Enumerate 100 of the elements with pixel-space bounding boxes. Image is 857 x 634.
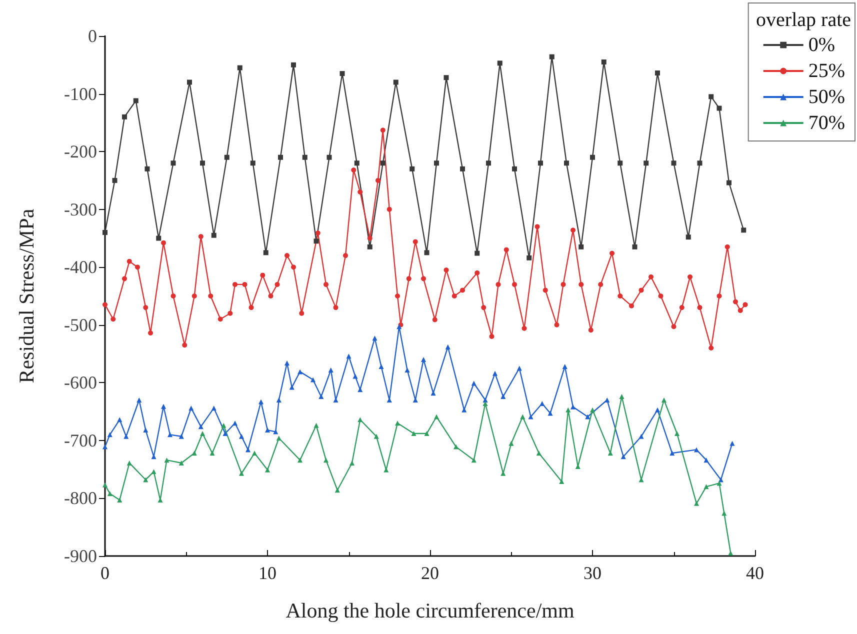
point xyxy=(367,244,372,250)
point xyxy=(192,450,197,456)
point xyxy=(170,160,176,166)
point xyxy=(276,436,282,441)
point xyxy=(520,414,526,420)
point xyxy=(126,460,132,466)
point xyxy=(566,407,571,412)
x-tick-label: 40 xyxy=(746,563,764,583)
point xyxy=(538,160,543,166)
point xyxy=(237,65,242,70)
point xyxy=(590,154,595,160)
point xyxy=(102,230,108,235)
point xyxy=(265,467,270,472)
point xyxy=(314,238,319,244)
point xyxy=(526,255,532,260)
point xyxy=(143,477,148,482)
point xyxy=(482,400,488,406)
point xyxy=(454,444,458,450)
point xyxy=(671,160,676,166)
point xyxy=(486,160,491,166)
x-tick-label: 20 xyxy=(421,563,439,583)
point xyxy=(564,160,569,166)
point xyxy=(278,154,283,160)
point xyxy=(508,440,514,446)
point xyxy=(722,510,727,516)
point xyxy=(601,60,606,64)
point xyxy=(697,160,702,166)
point xyxy=(374,434,379,439)
point xyxy=(686,234,691,240)
y-tick-label: -100 xyxy=(64,84,97,104)
point xyxy=(434,160,439,166)
point xyxy=(662,398,666,402)
y-tick-label: -300 xyxy=(64,199,97,220)
point xyxy=(314,422,319,428)
point xyxy=(380,160,386,166)
point xyxy=(434,414,439,420)
point xyxy=(618,160,623,166)
point xyxy=(200,160,205,166)
point xyxy=(741,228,746,233)
point xyxy=(424,250,430,256)
point xyxy=(608,450,613,456)
point xyxy=(326,154,332,160)
point xyxy=(549,54,554,60)
point xyxy=(674,431,680,436)
point xyxy=(644,160,649,166)
point xyxy=(340,71,345,76)
x-tick-label: 0 xyxy=(100,563,110,583)
point xyxy=(302,154,308,160)
point xyxy=(354,160,360,166)
point xyxy=(164,458,170,463)
point xyxy=(350,460,354,466)
point xyxy=(133,98,138,104)
point xyxy=(334,488,340,493)
point xyxy=(291,62,296,68)
point xyxy=(210,450,215,456)
legend-title: overlap rate xyxy=(756,9,852,31)
point xyxy=(324,458,328,463)
point xyxy=(536,450,542,456)
point xyxy=(112,178,118,183)
point xyxy=(122,114,127,120)
point xyxy=(156,236,162,241)
y-tick-label: -900 xyxy=(64,546,97,566)
point xyxy=(471,458,476,463)
point xyxy=(726,180,732,186)
point xyxy=(694,500,699,506)
point xyxy=(716,106,722,111)
point xyxy=(578,244,584,250)
point xyxy=(239,470,244,476)
point xyxy=(655,70,660,76)
point xyxy=(221,422,226,428)
point xyxy=(590,407,595,412)
point xyxy=(252,450,257,456)
point xyxy=(298,458,302,463)
point xyxy=(632,244,638,250)
point xyxy=(187,80,192,85)
y-tick-label: -400 xyxy=(64,257,97,278)
point xyxy=(178,460,184,466)
y-axis-title: Residual Stress/MPa xyxy=(14,208,38,384)
y-tick-label: -600 xyxy=(64,372,97,393)
y-tick-label: -200 xyxy=(64,142,97,162)
point xyxy=(250,160,256,166)
point xyxy=(559,478,564,484)
x-tick-label: 30 xyxy=(584,563,602,583)
legend-label: 50% xyxy=(808,86,846,108)
point xyxy=(200,431,205,436)
point xyxy=(411,431,416,436)
point xyxy=(151,469,156,474)
y-tick-label: -700 xyxy=(64,430,97,450)
x-axis-title: Along the hole circumference/mm xyxy=(286,598,574,622)
point xyxy=(224,154,230,160)
point xyxy=(704,484,709,490)
point xyxy=(460,166,465,172)
point xyxy=(619,394,624,400)
point xyxy=(728,550,734,556)
y-tick-label: 0 xyxy=(88,26,97,46)
point xyxy=(512,166,517,172)
y-tick-label: -500 xyxy=(64,314,97,335)
legend-label: 0% xyxy=(808,34,836,56)
legend-label: 70% xyxy=(808,112,846,134)
point xyxy=(263,250,268,256)
